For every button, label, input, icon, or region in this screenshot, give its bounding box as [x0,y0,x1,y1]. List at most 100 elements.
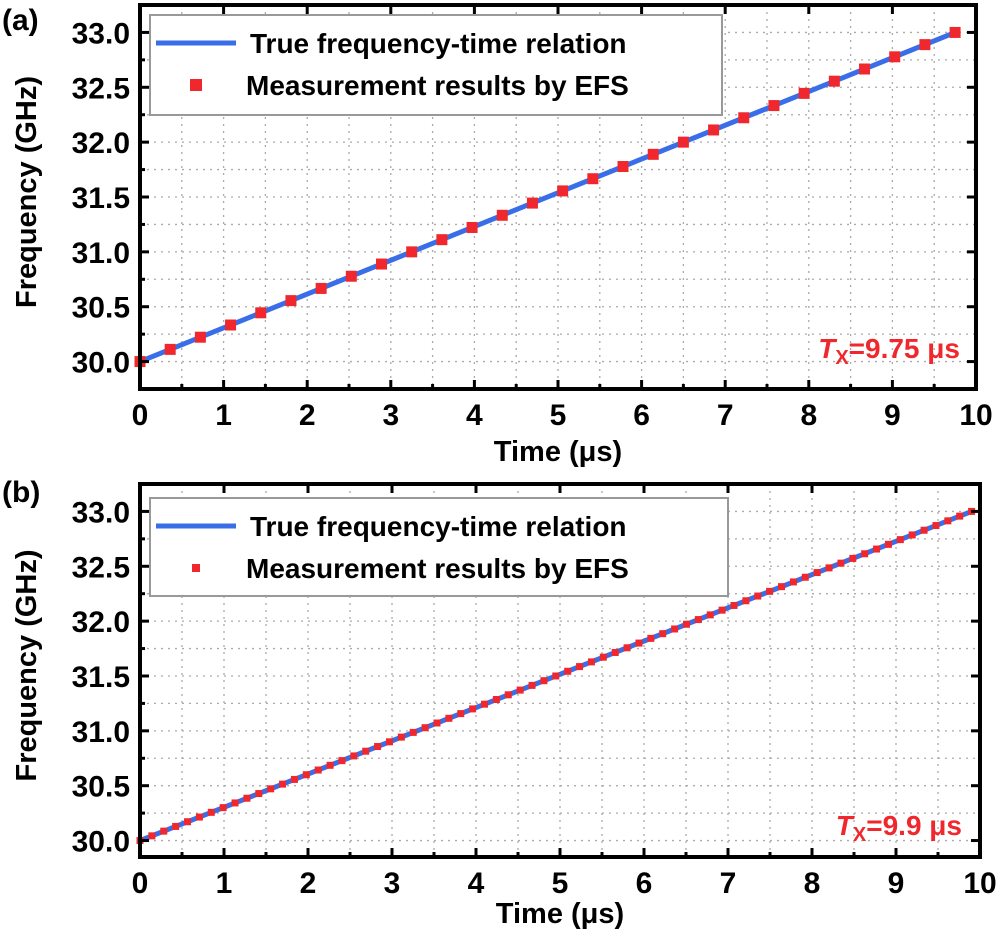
legend-label-measured: Measurement results by EFS [246,553,629,584]
y-tick-label: 31.0 [72,716,130,749]
data-point [949,26,961,38]
data-point [164,343,176,355]
data-point [889,51,901,63]
data-point [671,625,679,633]
series-line-true [139,30,957,364]
data-point [160,827,168,835]
data-point [564,667,572,675]
data-point [896,536,904,544]
data-point [516,686,524,694]
data-point [730,601,738,609]
y-axis-label: Frequency (GHz) [11,549,43,781]
data-point [436,234,448,246]
data-point [920,526,928,534]
x-tick-label: 0 [132,399,149,432]
legend-box [149,497,729,597]
data-point [376,258,388,270]
data-point [195,813,203,821]
data-point [338,757,346,765]
legend-label-true: True frequency-time relation [250,511,627,542]
data-point [742,597,750,605]
data-point [457,710,465,718]
x-tick-label: 6 [636,867,653,900]
data-point [884,540,892,548]
data-point [225,319,237,331]
x-axis-label: Time (μs) [496,898,624,930]
x-tick-label: 4 [468,867,485,900]
data-point [469,705,477,713]
y-tick-label: 32.0 [72,606,130,639]
annotation-tx: TX=9.9 μs [836,810,962,846]
annotation-subscript: X [853,824,867,846]
data-point [956,512,964,520]
data-point [492,695,500,703]
data-point [345,270,357,282]
x-tick-label: 10 [963,867,996,900]
y-tick-label: 30.5 [72,771,130,804]
y-tick-label: 30.0 [72,826,130,859]
x-tick-label: 2 [299,399,316,432]
data-point [708,124,720,136]
x-tick-label: 0 [132,867,149,900]
data-point [496,209,508,221]
x-tick-label: 9 [884,399,901,432]
data-point [255,790,263,798]
x-tick-label: 7 [717,399,734,432]
data-point [768,100,780,112]
data-point [873,545,881,553]
x-tick-label: 5 [550,399,567,432]
data-point [706,611,714,619]
data-point [837,559,845,567]
data-point [647,148,659,160]
legend: True frequency-time relation Measurement … [149,14,723,116]
data-point [694,616,702,624]
data-point [184,818,192,826]
data-point [932,522,940,530]
data-point [397,733,405,741]
y-axis-label: Frequency (GHz) [11,76,43,308]
y-tick-label: 30.0 [72,347,130,380]
x-tick-label: 7 [720,867,737,900]
data-point [314,766,322,774]
data-point [540,677,548,685]
y-tick-label: 31.5 [72,182,130,215]
annotation-tx: TX=9.75 μs [818,333,960,369]
data-point [219,804,227,812]
data-point [944,517,952,525]
legend: True frequency-time relation Measurement … [149,497,729,597]
data-point [798,87,810,99]
data-point [285,295,297,307]
data-point [766,587,774,595]
data-point [849,554,857,562]
data-point [908,531,916,539]
y-tick-label: 31.5 [72,661,130,694]
data-point [528,681,536,689]
y-tick-label: 30.5 [72,292,130,325]
legend-marker-swatch [190,79,202,91]
data-point [481,700,489,708]
data-point [207,808,215,816]
data-point [813,569,821,577]
data-point [267,785,275,793]
data-point [718,606,726,614]
data-point [504,691,512,699]
x-tick-label: 8 [800,399,817,432]
annotation-value: =9.9 μs [866,810,962,841]
data-point [279,780,287,788]
data-point [801,573,809,581]
annotation-subscript: X [835,347,849,369]
data-point [789,578,797,586]
data-point [659,630,667,638]
data-point [466,221,478,233]
data-point [194,331,206,343]
panel-label: (a) [2,4,39,37]
data-point [409,728,417,736]
data-point [172,822,180,830]
data-point [861,550,869,558]
data-point [148,832,156,840]
x-tick-label: 3 [384,867,401,900]
data-point [243,794,251,802]
data-point [587,658,595,666]
data-point [362,747,370,755]
y-tick-label: 32.5 [72,551,130,584]
